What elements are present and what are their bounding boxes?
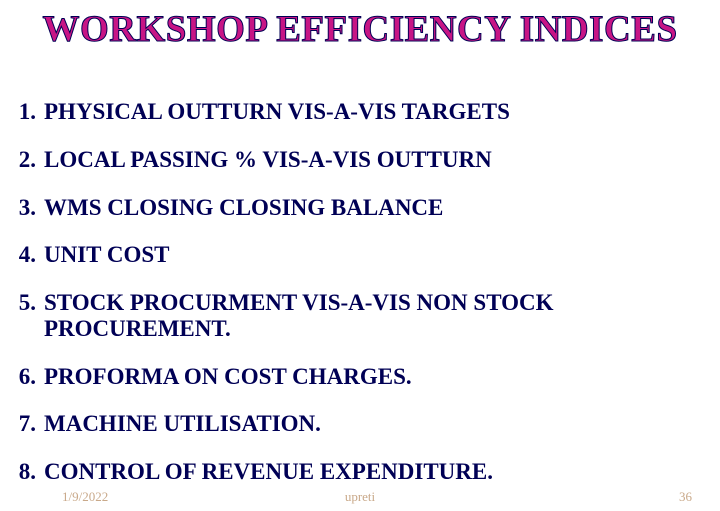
list-text: PROFORMA ON COST CHARGES. (42, 364, 412, 390)
list-number: 8. (18, 459, 42, 485)
list-item: 4. UNIT COST (18, 242, 700, 268)
list-item: 3. WMS CLOSING CLOSING BALANCE (18, 195, 700, 221)
list-text: STOCK PROCURMENT VIS-A-VIS NON STOCK PRO… (42, 290, 700, 342)
list-item: 5. STOCK PROCURMENT VIS-A-VIS NON STOCK … (18, 290, 700, 342)
list-text: LOCAL PASSING % VIS-A-VIS OUTTURN (42, 147, 492, 173)
list-number: 4. (18, 242, 42, 268)
list-text: WMS CLOSING CLOSING BALANCE (42, 195, 443, 221)
list-item: 6. PROFORMA ON COST CHARGES. (18, 364, 700, 390)
list-number: 5. (18, 290, 42, 316)
list-item: 1. PHYSICAL OUTTURN VIS-A-VIS TARGETS (18, 99, 700, 125)
list-number: 2. (18, 147, 42, 173)
list-number: 1. (18, 99, 42, 125)
footer-page-number: 36 (679, 489, 692, 505)
list-item: 8. CONTROL OF REVENUE EXPENDITURE. (18, 459, 700, 485)
list-item: 7. MACHINE UTILISATION. (18, 411, 700, 437)
footer-author: upreti (0, 489, 720, 505)
indices-list: 1. PHYSICAL OUTTURN VIS-A-VIS TARGETS 2.… (0, 99, 720, 485)
list-item: 2. LOCAL PASSING % VIS-A-VIS OUTTURN (18, 147, 700, 173)
list-text: UNIT COST (42, 242, 169, 268)
list-number: 7. (18, 411, 42, 437)
list-number: 3. (18, 195, 42, 221)
list-text: CONTROL OF REVENUE EXPENDITURE. (42, 459, 493, 485)
list-text: MACHINE UTILISATION. (42, 411, 321, 437)
list-text: PHYSICAL OUTTURN VIS-A-VIS TARGETS (42, 99, 510, 125)
slide-title: WORKSHOP EFFICIENCY INDICES (0, 0, 720, 51)
list-number: 6. (18, 364, 42, 390)
